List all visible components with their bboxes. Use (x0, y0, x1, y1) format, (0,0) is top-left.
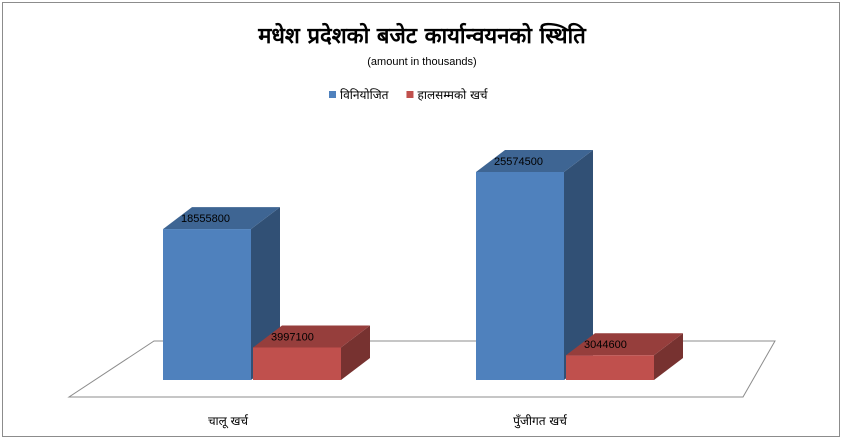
bar-1-1-front (163, 229, 251, 380)
legend-label-2: हालसम्मको खर्च (417, 88, 488, 102)
data-label-1-2: 3997100 (271, 331, 314, 343)
bar-2-1-front (476, 171, 564, 380)
bar-1-2-top (253, 325, 370, 348)
category-label-1: चालू खर्च (208, 414, 249, 429)
bar-2-1-side (564, 149, 593, 380)
legend-swatch-2 (406, 91, 414, 98)
bar-2-2-top (566, 333, 683, 356)
bar-2-2-front (566, 355, 654, 380)
bar-1-2-side (341, 325, 370, 380)
legend-label-1: विनियोजित (340, 88, 390, 102)
category-label-2: पुँजीगत खर्च (513, 414, 568, 429)
data-label-2-2: 3044600 (584, 339, 627, 351)
data-label-2-1: 25574500 (494, 156, 543, 168)
bar-2-2-side (654, 333, 683, 380)
legend-swatch-1 (329, 91, 336, 98)
chart-subtitle: (amount in thousands) (367, 56, 476, 68)
plot-area: 18555800 3997100 चालू खर्च 25574500 3044600 प… (67, 149, 776, 429)
chart: मधेश प्रदेशको बजेट कार्यान्वयनको स्थिति … (67, 22, 776, 429)
data-label-1-1: 18555800 (181, 213, 230, 225)
chart-title: मधेश प्रदेशको बजेट कार्यान्वयनको स्थिति (257, 22, 587, 49)
bar-1-1-top (163, 207, 280, 230)
legend: विनियोजित हालसम्मको खर्च (329, 88, 489, 102)
bar-1-2-front (253, 347, 341, 380)
bar-2-1-top (476, 149, 593, 172)
